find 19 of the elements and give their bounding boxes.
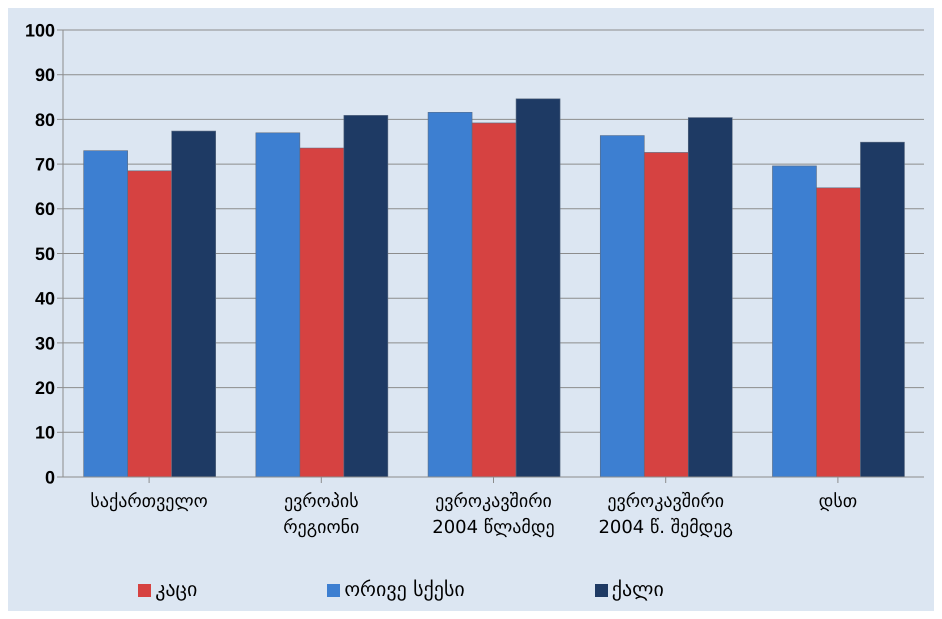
y-tick-label: 80 bbox=[34, 110, 55, 130]
x-tick-label: ევროკავშირი 2004 წ. შემდეგ bbox=[598, 491, 733, 538]
y-tick-label: 10 bbox=[34, 422, 55, 443]
y-tick-label: 60 bbox=[34, 199, 55, 220]
y-tick-label: 30 bbox=[34, 333, 55, 354]
y-tick-label: 0 bbox=[44, 467, 55, 488]
x-tick-label: ევროპის რეგიონი bbox=[283, 491, 360, 538]
x-tick-label: დსთ bbox=[818, 491, 858, 512]
legend-label: კაცი bbox=[155, 577, 198, 601]
y-tick-label: 70 bbox=[34, 154, 55, 174]
y-tick-label: 20 bbox=[34, 378, 55, 398]
x-tick-label: საქართველო bbox=[90, 491, 208, 512]
y-tick-label: 50 bbox=[34, 244, 55, 264]
legend-label: ქალი bbox=[612, 577, 664, 601]
y-tick-label: 100 bbox=[24, 20, 55, 40]
y-tick-label: 40 bbox=[34, 288, 55, 309]
y-tick-label: 90 bbox=[34, 65, 55, 86]
legend-label: ორივე სქესი bbox=[344, 577, 465, 601]
x-tick-label: ევროკავშირი 2004 წლამდე bbox=[432, 491, 555, 538]
